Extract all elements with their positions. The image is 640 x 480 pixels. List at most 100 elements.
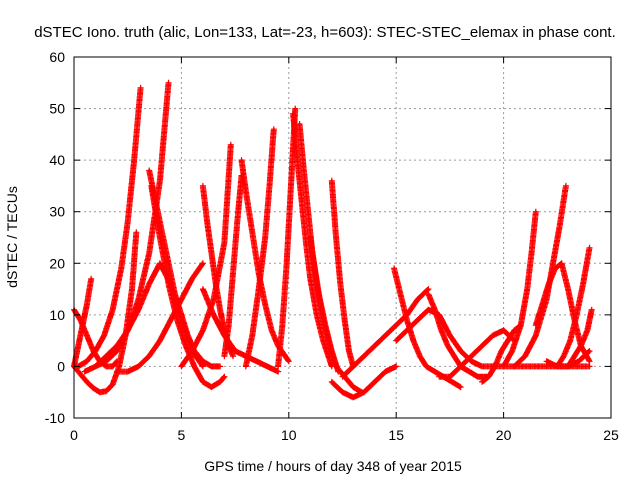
data-point	[218, 308, 222, 311]
data-point	[223, 354, 226, 358]
data-point	[126, 370, 129, 373]
data-point	[167, 81, 170, 84]
data-series	[148, 182, 228, 391]
x-tick-label: 10	[281, 427, 297, 443]
data-point	[266, 365, 269, 368]
data-point	[89, 277, 93, 280]
data-point	[373, 380, 376, 384]
data-point	[190, 349, 194, 353]
data-point	[231, 272, 235, 275]
data-point	[480, 344, 484, 347]
data-point	[588, 349, 591, 353]
data-point	[334, 236, 338, 239]
data-point	[201, 380, 205, 384]
data-point	[231, 354, 235, 358]
data-point	[85, 360, 89, 363]
data-point	[115, 349, 119, 353]
data-point	[272, 128, 275, 131]
x-axis-label: GPS time / hours of day 348 of year 2015	[204, 458, 462, 474]
data-point	[169, 318, 172, 322]
data-point	[294, 107, 297, 110]
data-point	[399, 293, 402, 296]
data-point	[306, 210, 310, 213]
data-point	[201, 329, 205, 332]
data-series	[275, 105, 299, 370]
data-series	[242, 126, 277, 370]
data-point	[227, 323, 230, 327]
data-point	[448, 375, 452, 378]
data-point	[564, 184, 568, 188]
data-point	[289, 184, 293, 188]
data-point	[384, 370, 387, 373]
series-markers	[328, 177, 357, 370]
data-point	[111, 308, 114, 311]
data-point	[147, 282, 151, 286]
data-point	[137, 365, 140, 368]
data-point	[588, 246, 591, 250]
data-point	[85, 380, 89, 384]
data-point	[545, 360, 548, 363]
data-point	[150, 184, 153, 188]
data-point	[433, 370, 437, 373]
data-point	[158, 339, 162, 342]
data-point	[167, 262, 170, 265]
data-point	[158, 179, 162, 182]
data-point	[251, 334, 254, 337]
data-point	[236, 220, 239, 224]
data-point	[440, 329, 443, 332]
data-point	[341, 375, 344, 378]
data-point	[296, 158, 299, 162]
data-point	[412, 339, 415, 342]
data-point	[392, 267, 396, 270]
data-point	[418, 354, 422, 358]
data-series-layer	[71, 79, 595, 401]
data-point	[321, 318, 325, 322]
data-point	[111, 383, 114, 386]
y-tick-label: -10	[45, 410, 65, 426]
data-series	[199, 286, 282, 375]
data-point	[137, 298, 140, 301]
data-point	[519, 323, 522, 327]
data-point	[573, 354, 576, 358]
data-point	[566, 287, 570, 291]
data-point	[251, 231, 254, 234]
data-series	[511, 182, 569, 370]
data-point	[135, 231, 138, 234]
data-point	[285, 262, 288, 265]
data-point	[115, 344, 119, 347]
data-point	[352, 365, 355, 368]
data-point	[534, 323, 538, 327]
data-series	[114, 260, 206, 375]
data-point	[534, 210, 538, 213]
data-point	[405, 329, 409, 332]
data-point	[450, 380, 454, 384]
data-point	[263, 236, 267, 239]
data-point	[523, 365, 527, 368]
data-point	[459, 349, 462, 353]
data-point	[526, 287, 529, 291]
data-point	[105, 360, 108, 363]
data-point	[373, 344, 376, 347]
data-point	[180, 313, 183, 317]
data-point	[577, 365, 580, 368]
data-series	[178, 141, 234, 370]
data-point	[302, 169, 306, 172]
data-point	[137, 308, 140, 311]
data-series	[436, 327, 518, 380]
data-point	[395, 365, 398, 368]
data-point	[579, 344, 583, 347]
data-point	[126, 220, 129, 224]
data-point	[586, 329, 589, 332]
data-point	[201, 365, 205, 368]
data-point	[132, 158, 136, 162]
data-point	[94, 349, 97, 353]
data-point	[167, 282, 170, 286]
data-point	[98, 391, 101, 394]
y-tick-label: 50	[49, 101, 65, 117]
data-point	[105, 389, 108, 393]
data-point	[115, 370, 119, 373]
data-point	[201, 184, 205, 188]
data-point	[79, 372, 82, 376]
x-tick-label: 20	[496, 427, 512, 443]
data-point	[281, 323, 284, 327]
